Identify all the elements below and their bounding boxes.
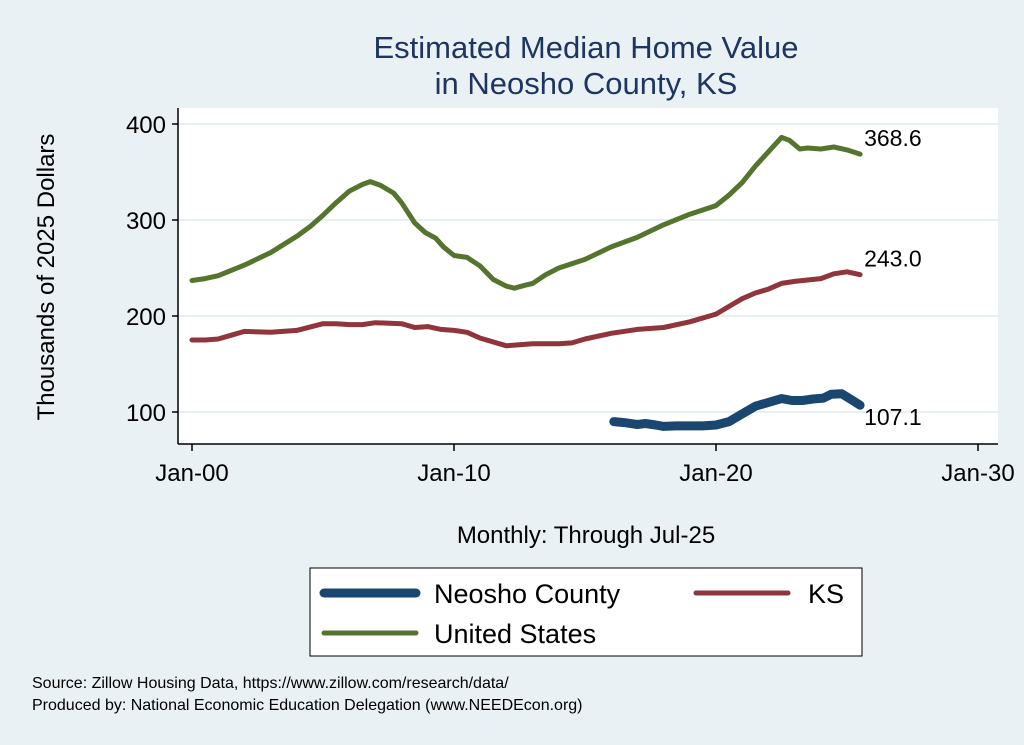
source-line-2: Produced by: National Economic Education… xyxy=(32,697,583,714)
x-tick-label: Jan-00 xyxy=(155,460,228,487)
series-line-ks xyxy=(189,269,863,349)
source-line-1: Source: Zillow Housing Data, https://www… xyxy=(32,675,509,692)
end-label-united-states: 368.6 xyxy=(864,125,922,151)
end-label-ks: 243.0 xyxy=(864,246,922,272)
legend-label-ks: KS xyxy=(808,579,844,609)
legend-items: Neosho County KS United States xyxy=(319,579,844,649)
y-tick-label: 400 xyxy=(126,112,166,139)
chart-title-line-1: Estimated Median Home Value xyxy=(373,30,798,65)
legend-label-united-states: United States xyxy=(434,619,596,649)
legend-label-neosho-county: Neosho County xyxy=(434,579,621,609)
x-tick-label: Jan-10 xyxy=(417,460,490,487)
x-tick-label: Jan-20 xyxy=(679,460,752,487)
chart-title-line-2: in Neosho County, KS xyxy=(435,66,738,101)
legend-box xyxy=(309,567,863,657)
x-tick-label: Jan-30 xyxy=(941,460,1014,487)
axes: 100 200 300 400 Jan-00 Jan-10 Jan-20 Jan-30 xyxy=(126,108,1015,487)
series-line-neosho-county xyxy=(609,389,865,431)
end-label-neosho-county: 107.1 xyxy=(864,404,922,430)
series-line-united-states xyxy=(189,134,863,291)
y-tick-label: 100 xyxy=(126,400,166,427)
end-labels: 107.1 243.0 368.6 xyxy=(864,125,922,430)
y-tick-label: 300 xyxy=(126,208,166,235)
legend: Neosho County KS United States xyxy=(309,567,863,657)
y-tick-label: 200 xyxy=(126,304,166,331)
y-axis-title: Thousands of 2025 Dollars xyxy=(33,134,60,421)
series-lines xyxy=(189,134,865,431)
plot-area xyxy=(178,108,998,444)
x-axis-title: Monthly: Through Jul-25 xyxy=(457,522,715,549)
